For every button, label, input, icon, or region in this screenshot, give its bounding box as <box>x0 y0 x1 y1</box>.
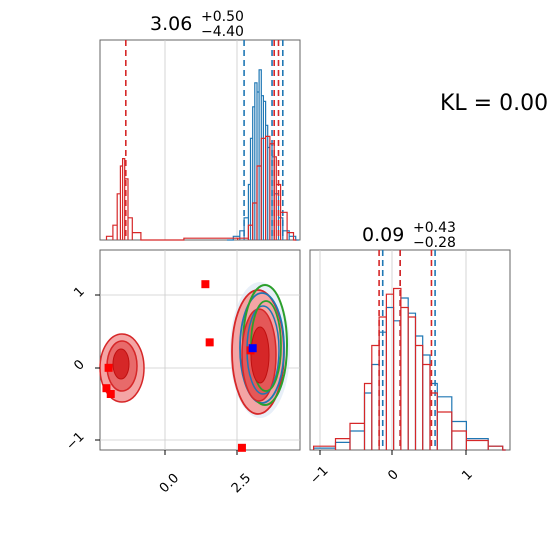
right-panel-title-value: 0.09 <box>362 224 404 246</box>
top-histograms <box>105 40 299 241</box>
kl-divergence-label: KL = 0.00 <box>440 91 548 116</box>
joint-panel: 0.0 2.5 1 0 −1 <box>63 249 301 496</box>
joint-x-ticks: 0.0 2.5 <box>157 450 254 496</box>
red-marker-5 <box>237 443 246 452</box>
top-panel-gridlines <box>164 40 238 240</box>
right-panel-title-minus: −0.28 <box>413 235 456 251</box>
right-x-ticks: −1 0 1 <box>307 450 476 488</box>
right-x-tick-0: −1 <box>307 463 331 487</box>
joint-y-ticks: 1 0 −1 <box>63 284 100 454</box>
top-panel-title-minus: −4.40 <box>201 24 244 40</box>
right-x-tick-1: 0 <box>385 467 401 483</box>
joint-y-tick-2: 1 <box>71 284 87 300</box>
red-marker-0 <box>201 280 210 289</box>
red-marker-2 <box>102 384 111 393</box>
joint-points <box>102 280 257 452</box>
right-panel-frame <box>309 249 511 451</box>
joint-x-tick-1: 2.5 <box>229 471 254 496</box>
joint-y-tick-1: 0 <box>71 357 87 373</box>
right-x-tick-2: 1 <box>459 467 475 483</box>
right-panel-gridlines <box>319 250 467 450</box>
right-series-1-histogram <box>313 287 506 451</box>
left-mode-contour <box>99 333 145 403</box>
right-mode-contours <box>231 284 288 415</box>
right-histograms <box>313 250 506 451</box>
red-marker-3 <box>106 390 115 398</box>
top-panel-title-plus: +0.50 <box>201 9 244 25</box>
right-panel-title-plus: +0.43 <box>413 220 456 236</box>
top-marginal-panel: 3.06 +0.50 −4.40 <box>99 9 301 241</box>
red-marker-4 <box>104 363 113 372</box>
top-panel-title-value: 3.06 <box>150 13 192 35</box>
right-marginal-panel: 0.09 +0.43 −0.28 −1 0 1 <box>307 220 511 488</box>
red-marker-1 <box>205 338 214 347</box>
blue-marker <box>248 344 257 353</box>
top-panel-frame <box>99 39 301 241</box>
top-series-1-histogram <box>105 135 297 241</box>
joint-y-tick-0: −1 <box>63 429 87 453</box>
joint-x-tick-0: 0.0 <box>157 471 182 496</box>
